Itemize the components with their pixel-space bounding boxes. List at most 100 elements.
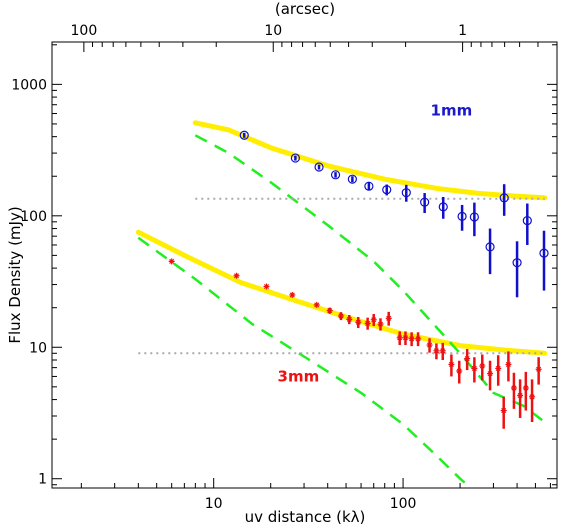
- data-point-1mm-center: [543, 252, 546, 255]
- annotation-1mm: 1mm: [431, 101, 473, 119]
- asterisk-stroke: [501, 408, 507, 414]
- data-point-1mm: [539, 248, 549, 258]
- data-point-3mm: [426, 342, 433, 349]
- asterisk-stroke: [415, 336, 421, 342]
- data-point-3mm: [385, 315, 392, 322]
- asterisk-stroke: [402, 335, 409, 341]
- data-point-3mm: [456, 367, 463, 374]
- asterisk-stroke: [289, 292, 295, 298]
- asterisk-stroke: [505, 361, 511, 367]
- data-point-3mm: [408, 335, 415, 342]
- asterisk-stroke: [456, 368, 462, 374]
- y-tick-label: 10: [29, 340, 47, 356]
- asterisk-stroke: [365, 320, 371, 326]
- data-point-3mm: [233, 272, 240, 279]
- data-point-1mm-center: [461, 215, 464, 218]
- asterisk-stroke: [397, 335, 403, 341]
- data-point-3mm: [500, 407, 507, 414]
- data-point-3mm: [479, 363, 486, 370]
- x-tick-label: 10: [205, 496, 223, 512]
- data-point-3mm: [326, 307, 333, 314]
- asterisk-stroke: [440, 348, 446, 354]
- data-point-3mm: [464, 355, 471, 362]
- data-point-1mm-center: [294, 157, 297, 160]
- asterisk-stroke: [355, 319, 361, 325]
- data-point-1mm-center: [442, 205, 445, 208]
- model-line-3mm-model: [135, 229, 548, 356]
- asterisk-stroke: [427, 342, 433, 348]
- data-point-3mm: [313, 301, 320, 308]
- data-point-1mm: [347, 174, 357, 184]
- y-tick-label: 1: [38, 472, 47, 488]
- data-point-1mm: [522, 215, 532, 226]
- asterisk-stroke: [487, 371, 493, 377]
- data-point-3mm: [289, 291, 296, 298]
- data-point-3mm: [535, 366, 542, 373]
- asterisk-stroke: [464, 356, 470, 362]
- data-point-1mm: [330, 170, 341, 180]
- data-point-1mm: [469, 212, 479, 222]
- top-axis-title: (arcsec): [275, 0, 335, 18]
- data-point-1mm: [314, 162, 324, 172]
- model-line-3mm-extended-component: [137, 236, 473, 488]
- asterisk-stroke: [169, 258, 175, 264]
- data-point-3mm: [396, 334, 403, 341]
- data-point-1mm: [457, 211, 467, 221]
- asterisk-stroke: [327, 308, 333, 314]
- data-point-3mm: [377, 321, 384, 328]
- top-tick-label: 10: [264, 23, 282, 39]
- data-point-1mm-center: [423, 201, 426, 204]
- data-point-1mm-center: [526, 219, 529, 222]
- data-point-3mm: [346, 316, 353, 323]
- data-point-1mm-center: [351, 178, 354, 181]
- asterisk-stroke: [523, 385, 529, 391]
- data-point-1mm-center: [385, 188, 388, 191]
- data-point-3mm: [529, 393, 536, 400]
- data-point-3mm: [471, 365, 478, 372]
- x-axis-title: uv distance (kλ): [245, 508, 366, 526]
- data-point-3mm: [370, 316, 377, 323]
- data-point-1mm: [438, 202, 448, 212]
- data-point-1mm: [364, 181, 374, 191]
- data-point-3mm: [439, 347, 446, 354]
- data-point-1mm: [382, 185, 392, 195]
- asterisk-stroke: [529, 394, 535, 400]
- data-point-1mm-center: [473, 215, 476, 218]
- top-tick-label: 100: [71, 23, 98, 39]
- asterisk-stroke: [377, 321, 384, 327]
- top-tick-label: 1: [458, 23, 467, 39]
- data-point-1mm-center: [243, 134, 246, 137]
- asterisk-stroke: [471, 365, 477, 371]
- y-tick-label: 100: [20, 209, 47, 225]
- data-point-1mm: [420, 197, 430, 207]
- data-point-1mm-center: [318, 166, 321, 169]
- data-point-1mm: [485, 242, 495, 252]
- asterisk-stroke: [371, 317, 377, 323]
- asterisk-stroke: [263, 283, 270, 290]
- data-point-3mm: [168, 258, 175, 265]
- data-point-3mm: [415, 335, 422, 342]
- asterisk-stroke: [386, 315, 392, 321]
- asterisk-stroke: [448, 361, 454, 367]
- data-point-3mm: [505, 361, 512, 368]
- asterisk-stroke: [517, 392, 523, 398]
- data-point-3mm: [402, 334, 409, 341]
- data-point-1mm-center: [489, 245, 492, 248]
- data-point-3mm: [364, 320, 371, 327]
- data-point-1mm-center: [503, 196, 506, 199]
- asterisk-stroke: [511, 385, 517, 391]
- y-axis-title: Flux Density (mJy): [6, 206, 24, 343]
- data-point-1mm-center: [516, 261, 519, 264]
- annotation-3mm: 3mm: [278, 367, 320, 385]
- data-point-1mm: [290, 153, 300, 163]
- x-tick-label: 100: [390, 496, 417, 512]
- data-point-1mm: [401, 188, 411, 198]
- asterisk-stroke: [338, 313, 344, 319]
- data-point-3mm: [355, 319, 362, 326]
- asterisk-stroke: [479, 363, 485, 369]
- data-point-3mm: [517, 392, 524, 399]
- asterisk-stroke: [234, 273, 240, 279]
- data-point-3mm: [522, 384, 529, 391]
- data-point-1mm: [499, 193, 509, 203]
